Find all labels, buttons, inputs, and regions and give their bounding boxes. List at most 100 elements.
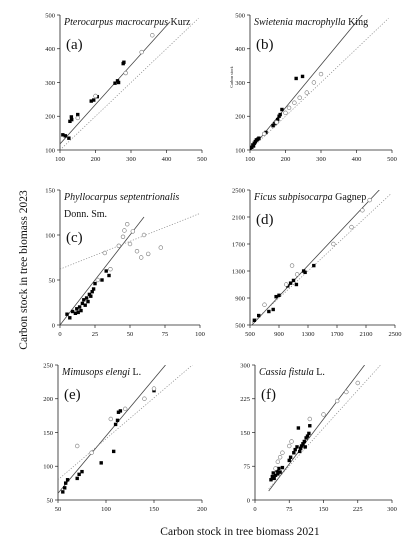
y-tick-label: 225 bbox=[240, 396, 250, 403]
data-point-filled bbox=[275, 117, 280, 122]
data-point-open bbox=[150, 33, 155, 38]
x-tick-label: 400 bbox=[352, 156, 362, 163]
panel-1: 100 200 300 400 500 100 200 300 400 500 Pterocarpu… bbox=[45, 12, 207, 163]
y-tick-label: 500 bbox=[235, 322, 245, 329]
data-point-open bbox=[93, 93, 98, 99]
x-tick-label: 0 bbox=[253, 506, 256, 513]
regression-line bbox=[58, 365, 166, 494]
data-point-open bbox=[283, 110, 288, 116]
data-point-filled bbox=[304, 436, 308, 440]
regression-line bbox=[250, 15, 363, 150]
y-tick-label: 100 bbox=[235, 147, 245, 154]
panel-5: 50 100 150 200 50 100 150 200 250 Mimusops elengi… bbox=[43, 362, 207, 513]
data-point-filled bbox=[278, 112, 282, 117]
data-point-filled bbox=[271, 124, 275, 128]
panel-3: 0 25 50 75 100 0 50 100 150 Phyllocarpus septentr… bbox=[45, 187, 205, 338]
data-point-filled bbox=[301, 442, 305, 446]
species-name: Mimusops elengi bbox=[61, 367, 130, 378]
x-tick-label: 2500 bbox=[389, 331, 402, 338]
data-point-open bbox=[120, 234, 126, 240]
data-point-filled bbox=[250, 145, 254, 149]
data-point-filled bbox=[61, 133, 65, 137]
data-point-open bbox=[122, 228, 127, 233]
data-point-open bbox=[262, 131, 267, 137]
data-point-filled bbox=[100, 278, 104, 282]
data-point-filled bbox=[273, 473, 278, 477]
data-point-filled bbox=[252, 318, 257, 322]
data-points bbox=[250, 71, 324, 150]
data-point-filled bbox=[303, 270, 307, 275]
data-point-filled bbox=[84, 296, 89, 300]
data-points bbox=[61, 33, 155, 140]
data-point-open bbox=[297, 95, 302, 100]
data-point-open bbox=[74, 443, 80, 449]
data-point-filled bbox=[80, 469, 84, 474]
regression-lines bbox=[60, 213, 200, 325]
panel-title: Cassia fistula L. bbox=[259, 367, 325, 378]
data-point-open bbox=[127, 241, 133, 247]
data-point-open bbox=[289, 439, 294, 444]
y-tick-label: 200 bbox=[235, 114, 245, 121]
data-point-open bbox=[287, 443, 292, 449]
data-point-filled bbox=[277, 293, 281, 297]
panel-letter: (c) bbox=[66, 230, 83, 246]
figure-y-label: Carbon stock in tree biomass 2023 bbox=[18, 190, 30, 350]
data-point-filled bbox=[308, 424, 312, 428]
data-point-open bbox=[273, 466, 278, 471]
x-tick-label: 50 bbox=[127, 331, 134, 338]
reference-line bbox=[60, 18, 199, 150]
y-tick-label: 150 bbox=[43, 430, 53, 437]
data-point-filled bbox=[67, 136, 71, 140]
data-point-filled bbox=[276, 472, 280, 476]
data-point-filled bbox=[113, 81, 117, 85]
y-tick-label: 200 bbox=[43, 396, 53, 403]
panel-letter: (d) bbox=[256, 212, 274, 228]
data-point-filled bbox=[90, 290, 94, 294]
data-point-open bbox=[284, 282, 289, 287]
data-point-filled bbox=[280, 107, 284, 112]
y-tick-label: 2500 bbox=[232, 187, 245, 194]
x-tick-label: 75 bbox=[286, 506, 293, 513]
y-tick-label: 1300 bbox=[232, 268, 245, 275]
reference-line bbox=[250, 18, 389, 150]
y-tick-label: 100 bbox=[43, 464, 53, 471]
y-tick-label: 200 bbox=[45, 114, 55, 121]
data-point-filled bbox=[122, 60, 126, 64]
x-tick-label: 400 bbox=[162, 156, 172, 163]
regression-lines bbox=[58, 365, 193, 494]
data-point-filled bbox=[82, 298, 86, 302]
data-point-filled bbox=[107, 273, 111, 278]
data-point-open bbox=[294, 272, 300, 277]
data-point-filled bbox=[77, 305, 82, 309]
data-points bbox=[65, 222, 164, 320]
panel-title: Pterocarpus macrocarpus Kurz bbox=[63, 17, 191, 28]
data-point-filled bbox=[73, 311, 78, 315]
data-point-filled bbox=[92, 98, 96, 102]
data-point-filled bbox=[116, 410, 121, 414]
data-point-filled bbox=[68, 119, 72, 124]
species-name: Pterocarpus macrocarpus bbox=[63, 17, 168, 28]
data-point-filled bbox=[278, 470, 282, 474]
x-tick-label: 150 bbox=[149, 506, 159, 513]
data-point-open bbox=[262, 302, 267, 307]
panel-letter: (e) bbox=[64, 387, 81, 403]
data-points bbox=[269, 380, 360, 482]
data-point-filled bbox=[111, 449, 116, 454]
data-point-open bbox=[108, 267, 113, 272]
y-tick-label: 50 bbox=[47, 497, 54, 504]
data-point-open bbox=[130, 229, 136, 234]
regression-lines bbox=[250, 190, 392, 325]
data-point-filled bbox=[273, 121, 277, 126]
data-point-open bbox=[95, 277, 101, 283]
data-point-open bbox=[141, 232, 147, 238]
x-tick-label: 200 bbox=[91, 156, 101, 163]
data-point-filled bbox=[298, 446, 303, 450]
data-point-filled bbox=[70, 309, 75, 314]
data-point-filled bbox=[89, 294, 93, 298]
panel-title: Swietenia macrophylla King bbox=[254, 17, 368, 28]
data-point-filled bbox=[307, 431, 311, 436]
data-point-filled bbox=[296, 426, 301, 430]
data-point-filled bbox=[251, 144, 256, 148]
species-name: Phyllocarpus septentrionalis bbox=[63, 192, 179, 203]
y-tick-label: 0 bbox=[247, 497, 250, 504]
